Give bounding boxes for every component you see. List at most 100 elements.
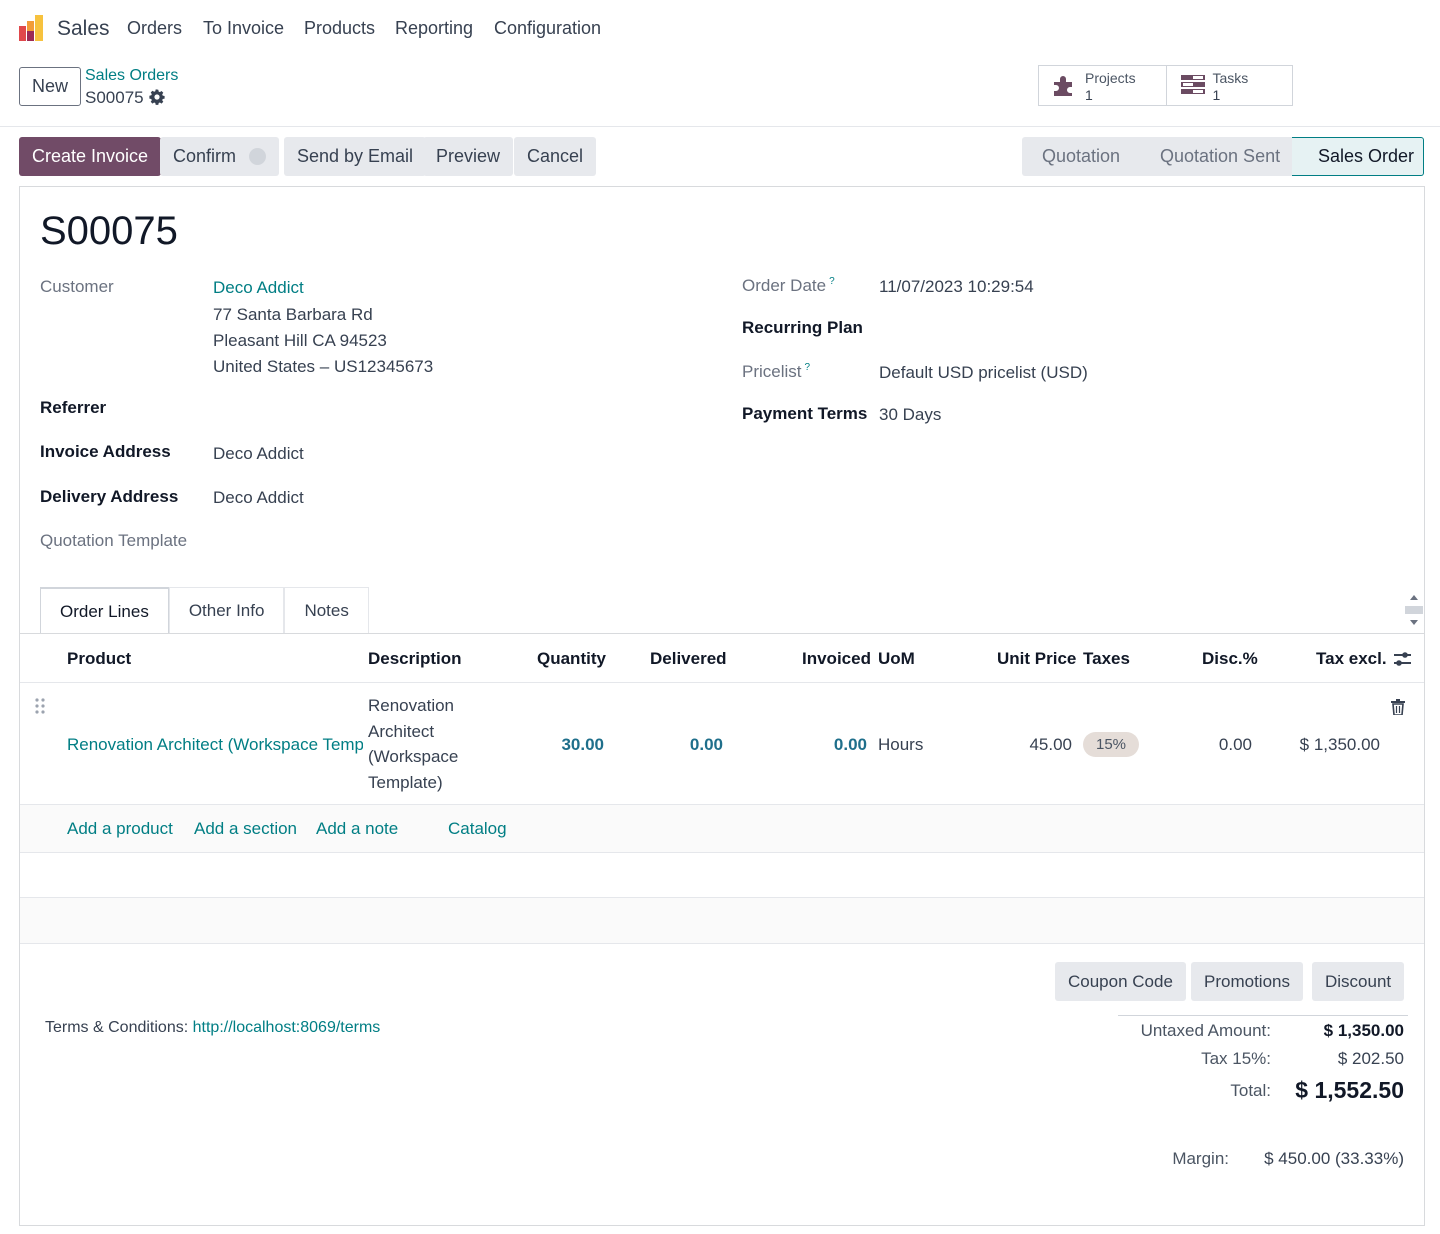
column-settings-icon[interactable] xyxy=(1393,650,1412,668)
invoice-address-field[interactable]: Deco Addict xyxy=(213,444,304,463)
tasks-smart-button[interactable]: Tasks 1 xyxy=(1165,66,1293,105)
tasks-count: 1 xyxy=(1212,87,1221,103)
preview-button[interactable]: Preview xyxy=(423,137,514,176)
coupon-code-button[interactable]: Coupon Code xyxy=(1055,962,1186,1001)
add-product-link[interactable]: Add a product xyxy=(67,819,173,838)
pricelist-field[interactable]: Default USD pricelist (USD) xyxy=(879,363,1088,382)
projects-smart-button[interactable]: Projects 1 xyxy=(1039,66,1166,105)
col-disc[interactable]: Disc.% xyxy=(1202,649,1258,668)
catalog-link[interactable]: Catalog xyxy=(448,819,507,838)
terms-label: Terms & Conditions: xyxy=(45,1019,189,1036)
gear-icon[interactable] xyxy=(149,89,165,105)
col-delivered[interactable]: Delivered xyxy=(650,649,727,668)
pricelist-label: Pricelist? xyxy=(742,362,811,381)
col-invoiced[interactable]: Invoiced xyxy=(802,649,871,668)
menu-to-invoice[interactable]: To Invoice xyxy=(203,18,285,38)
stage-quotation[interactable]: Quotation xyxy=(1022,137,1140,176)
control-panel-separator xyxy=(0,126,1440,127)
line-product[interactable]: Renovation Architect (Workspace Templ xyxy=(67,735,363,754)
drag-handle-icon[interactable] xyxy=(34,697,46,715)
promotions-button[interactable]: Promotions xyxy=(1191,962,1303,1001)
smart-buttons: Projects 1 Tasks 1 xyxy=(1038,65,1293,106)
total-value: $ 1,552.50 xyxy=(1295,1077,1404,1103)
menu-configuration[interactable]: Configuration xyxy=(494,18,602,38)
cancel-button[interactable]: Cancel xyxy=(514,137,597,176)
line-description-1[interactable]: Renovation xyxy=(368,696,455,715)
breadcrumb-current: S00075 xyxy=(85,88,144,107)
line-description-2[interactable]: Architect xyxy=(368,722,435,741)
delivery-address-field[interactable]: Deco Addict xyxy=(213,488,304,507)
order-date-field[interactable]: 11/07/2023 10:29:54 xyxy=(879,277,1034,296)
tax-value: $ 202.50 xyxy=(1337,1049,1404,1068)
payment-terms-field[interactable]: 30 Days xyxy=(879,405,942,424)
tasks-icon xyxy=(1180,75,1205,94)
menu-reporting[interactable]: Reporting xyxy=(395,18,474,38)
tab-order-lines[interactable]: Order Lines xyxy=(40,587,169,634)
payment-terms-label: Payment Terms xyxy=(742,404,868,423)
puzzle-icon xyxy=(1054,76,1072,96)
total-label: Total: xyxy=(1230,1081,1271,1100)
add-note-link[interactable]: Add a note xyxy=(316,819,399,838)
col-product[interactable]: Product xyxy=(67,649,132,668)
col-description[interactable]: Description xyxy=(368,649,462,668)
terms-link[interactable]: http://localhost:8069/terms xyxy=(192,1019,381,1036)
confirm-button[interactable]: Confirm xyxy=(160,137,280,176)
untaxed-value: $ 1,350.00 xyxy=(1323,1021,1404,1040)
line-invoiced[interactable]: 0.00 xyxy=(833,735,867,754)
line-quantity[interactable]: 30.00 xyxy=(561,735,604,754)
line-disc[interactable]: 0.00 xyxy=(1218,735,1252,754)
empty-row-divider-2 xyxy=(20,943,1424,944)
col-uom[interactable]: UoM xyxy=(878,649,915,668)
order-title: S00075 xyxy=(40,209,178,253)
customer-address-line-2: Pleasant Hill CA 94523 xyxy=(213,331,387,350)
send-by-email-button[interactable]: Send by Email xyxy=(284,137,427,176)
line-unit-price[interactable]: 45.00 xyxy=(1029,735,1072,754)
top-navbar: Sales Orders To Invoice Products Reporti… xyxy=(0,0,1440,58)
notebook-tabs: Order Lines Other Info Notes xyxy=(40,587,369,634)
margin-label: Margin: xyxy=(1172,1149,1229,1168)
invoice-address-label: Invoice Address xyxy=(40,442,171,461)
line-subtotal: $ 1,350.00 xyxy=(1299,735,1380,754)
create-invoice-button[interactable]: Create Invoice xyxy=(19,137,162,176)
col-unit-price[interactable]: Unit Price xyxy=(997,649,1077,668)
discount-button[interactable]: Discount xyxy=(1312,962,1405,1001)
recurring-plan-label: Recurring Plan xyxy=(742,318,863,337)
projects-label: Projects xyxy=(1085,70,1136,86)
delivery-address-label: Delivery Address xyxy=(40,487,179,506)
tasks-label: Tasks xyxy=(1212,70,1249,86)
tab-other-info[interactable]: Other Info xyxy=(168,587,285,634)
col-taxes[interactable]: Taxes xyxy=(1083,649,1130,668)
line-description-4[interactable]: Template) xyxy=(368,773,443,792)
scroll-arrows-icon[interactable] xyxy=(1405,589,1423,631)
projects-count: 1 xyxy=(1085,87,1093,103)
confirm-label: Confirm xyxy=(173,146,237,166)
add-section-link[interactable]: Add a section xyxy=(194,819,298,838)
line-delivered[interactable]: 0.00 xyxy=(689,735,723,754)
line-uom[interactable]: Hours xyxy=(878,735,924,754)
status-bar: Quotation Quotation Sent Sales Order xyxy=(1022,137,1424,176)
stage-sales-order[interactable]: Sales Order xyxy=(1292,137,1424,176)
add-row-divider xyxy=(20,852,1424,853)
new-button[interactable]: New xyxy=(19,67,81,106)
breadcrumb-sales-orders[interactable]: Sales Orders xyxy=(85,67,179,84)
customer-name[interactable]: Deco Addict xyxy=(213,278,304,297)
menu-orders[interactable]: Orders xyxy=(127,18,183,38)
col-quantity[interactable]: Quantity xyxy=(537,649,606,668)
empty-row-divider-1 xyxy=(20,897,1424,898)
untaxed-label: Untaxed Amount: xyxy=(1140,1021,1271,1040)
quotation-template-label: Quotation Template xyxy=(40,531,188,550)
app-name[interactable]: Sales xyxy=(57,17,110,40)
tabs-divider xyxy=(20,633,1424,634)
terms-conditions: Terms & Conditions: http://localhost:806… xyxy=(45,1019,380,1037)
tab-notes[interactable]: Notes xyxy=(284,587,369,634)
empty-row xyxy=(20,898,1424,944)
line-tax-badge[interactable]: 15% xyxy=(1083,732,1139,757)
trash-icon[interactable] xyxy=(1391,699,1405,715)
menu-products[interactable]: Products xyxy=(304,18,376,38)
totals-separator xyxy=(1118,1015,1408,1016)
col-tax-excl[interactable]: Tax excl. xyxy=(1316,649,1387,668)
margin-value: $ 450.00 (33.33%) xyxy=(1264,1149,1404,1168)
sales-app-icon[interactable] xyxy=(18,14,46,42)
line-description-3[interactable]: (Workspace xyxy=(368,747,459,766)
stage-quotation-sent[interactable]: Quotation Sent xyxy=(1140,137,1292,176)
